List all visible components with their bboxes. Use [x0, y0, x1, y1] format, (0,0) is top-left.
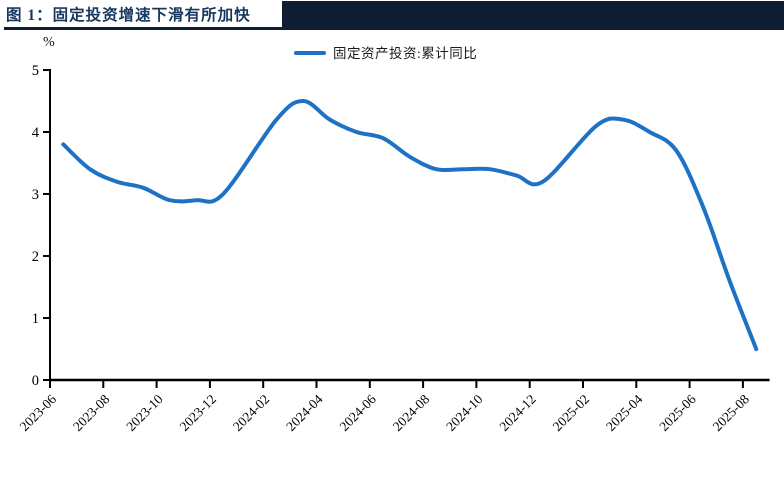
y-tick-label: 1 [32, 311, 39, 327]
x-tick-label: 2025-02 [550, 392, 592, 434]
series-line [61, 99, 759, 351]
y-tick-label: 2 [32, 249, 39, 265]
x-tick-label: 2023-10 [123, 391, 166, 434]
legend-label: 固定资产投资:累计同比 [333, 46, 478, 61]
x-tick-label: 2024-10 [443, 391, 486, 434]
x-tick-label: 2024-04 [283, 391, 326, 434]
y-tick-label: 0 [32, 373, 39, 389]
x-tick-label: 2023-08 [70, 391, 113, 434]
header-fill-bar [282, 1, 784, 27]
figure-title: 图 1：固定投资增速下滑有所加快 [6, 7, 251, 24]
header-rule [4, 27, 784, 30]
x-tick-label: 2024-02 [230, 392, 272, 434]
x-tick-label: 2023-06 [17, 391, 60, 434]
y-tick-label: 4 [32, 125, 40, 141]
y-axis-unit-label: % [43, 35, 55, 50]
y-tick-label: 5 [32, 63, 39, 79]
x-tick-label: 2025-08 [710, 391, 753, 434]
x-tick-label: 2025-04 [603, 391, 646, 434]
x-tick-label: 2024-12 [496, 392, 538, 434]
legend-line-icon [294, 50, 326, 55]
chart-legend: 固定资产投资:累计同比 [294, 42, 477, 62]
x-tick-label: 2023-12 [177, 392, 219, 434]
x-tick-label: 2025-06 [656, 391, 699, 434]
x-tick-label: 2024-06 [336, 391, 379, 434]
y-tick-label: 3 [32, 187, 39, 203]
x-tick-label: 2024-08 [390, 391, 433, 434]
